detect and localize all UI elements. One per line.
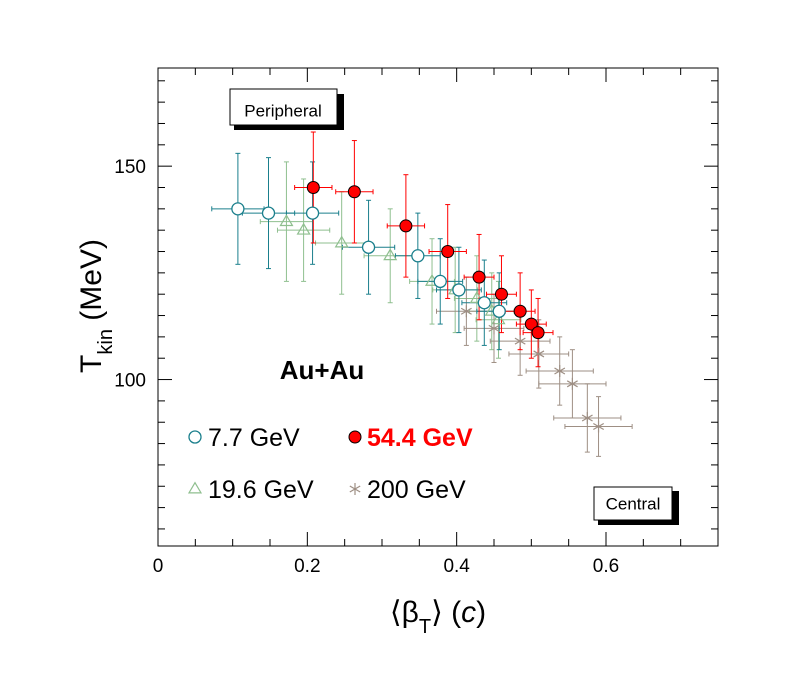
marker-open-circle [411, 249, 425, 263]
marker-open-triangle [491, 312, 506, 325]
marker-star [514, 335, 526, 348]
central-annotation: Central [593, 486, 679, 525]
x-tick-label: 0.2 [294, 556, 320, 577]
legend-label: 19.6 GeV [208, 476, 314, 504]
marker-filled-circle [472, 270, 486, 284]
legend-item: 200 GeV [349, 476, 466, 504]
marker-star [488, 322, 500, 335]
x-tick-label: 0.4 [443, 556, 470, 577]
y-tick-label: 150 [114, 157, 146, 178]
marker-star [349, 483, 361, 495]
marker-filled-circle [494, 287, 508, 301]
peripheral-label: Peripheral [244, 101, 322, 120]
marker-open-triangle [279, 214, 294, 227]
data-markers [231, 181, 605, 433]
y-tick-label: 100 [114, 371, 146, 392]
central-label: Central [606, 494, 661, 513]
marker-filled-circle [441, 245, 455, 259]
marker-open-circle [477, 296, 491, 310]
marker-open-circle [433, 274, 447, 289]
marker-star [554, 365, 566, 378]
peripheral-annotation: Peripheral [229, 88, 344, 130]
x-tick-label: 0.6 [593, 556, 619, 577]
error-bar [315, 191, 369, 295]
marker-open-triangle [383, 248, 398, 261]
marker-open-circle [361, 240, 376, 254]
axis-ticks [157, 68, 719, 546]
x-tick-label: 0 [153, 556, 164, 577]
marker-filled-circle [399, 219, 413, 233]
marker-open-triangle [187, 481, 203, 494]
plot-frame [157, 67, 719, 547]
marker-open-circle [305, 206, 320, 220]
marker-star [581, 411, 593, 424]
legend: 7.7 GeV 19.6 GeV 54.4 GeV 200 GeV [187, 424, 473, 504]
marker-star [460, 305, 472, 318]
marker-open-circle [492, 304, 506, 318]
marker-open-triangle [334, 235, 349, 248]
x-tick-labels: 0 0.2 0.4 0.6 [153, 556, 620, 577]
error-bars [211, 131, 633, 457]
marker-star [533, 347, 545, 360]
y-tick-labels: 100 150 [114, 157, 146, 391]
legend-label: 54.4 GeV [367, 424, 473, 452]
legend-item: 54.4 GeV [348, 424, 473, 452]
y-axis-title: Tkin (MeV) [75, 239, 117, 373]
marker-filled-circle [531, 326, 545, 340]
marker-open-triangle [296, 222, 311, 235]
marker-open-circle [452, 283, 466, 297]
marker-open-circle [261, 206, 276, 220]
marker-filled-circle [524, 317, 538, 331]
legend-label: 7.7 GeV [208, 424, 300, 452]
marker-filled-circle [306, 181, 320, 194]
marker-filled-circle [347, 185, 361, 199]
marker-open-circle [231, 202, 245, 216]
error-bar [276, 178, 331, 282]
system-label: Au+Au [280, 355, 365, 385]
marker-star [566, 377, 578, 390]
marker-star [593, 420, 605, 433]
marker-filled-circle [513, 304, 527, 318]
x-axis-title: ⟨βT⟩ (c) [390, 596, 486, 638]
legend-item: 19.6 GeV [187, 476, 314, 504]
marker-filled-circle [348, 430, 362, 444]
marker-open-triangle [469, 290, 484, 303]
marker-open-circle [188, 430, 202, 444]
legend-label: 200 GeV [367, 476, 466, 504]
legend-item: 7.7 GeV [188, 424, 300, 452]
